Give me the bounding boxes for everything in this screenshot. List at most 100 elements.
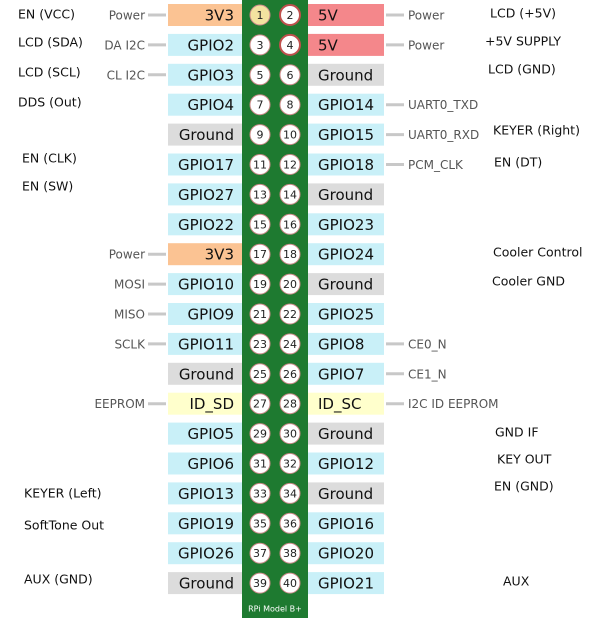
pin-function: DA I2C [104, 38, 145, 52]
pin [249, 273, 271, 295]
pin-label: GPIO11 [178, 335, 234, 353]
pin-function: I2C ID EEPROM [408, 397, 499, 411]
pin-number: 4 [287, 39, 294, 52]
pin-label-box [168, 422, 242, 445]
pin-label-box [308, 303, 384, 325]
pin [279, 333, 301, 355]
pin [279, 273, 301, 295]
pin-label: ID_SD [189, 395, 234, 414]
pin-label: 3V3 [205, 7, 234, 25]
pin [279, 303, 301, 325]
pin-label-box [168, 273, 242, 296]
pin-label: GPIO14 [318, 96, 374, 114]
pin-number: 3 [257, 39, 264, 52]
pin-number: 24 [283, 338, 297, 351]
pin-number: 19 [253, 278, 267, 291]
pin-function: MISO [114, 308, 145, 322]
pin-number: 31 [253, 458, 267, 471]
pin-label-box [308, 243, 384, 266]
note: LCD (+5V) [490, 6, 556, 21]
note: EN (VCC) [18, 7, 75, 22]
pin-label-box [308, 33, 384, 56]
pin-function: MOSI [114, 278, 145, 292]
pin-number: 14 [283, 188, 297, 201]
pin-number: 34 [283, 487, 297, 500]
pin-label-box [308, 482, 384, 505]
pin-label-box [308, 183, 384, 206]
pin-label: GPIO13 [178, 485, 234, 503]
pin-label-box [308, 4, 384, 26]
pin-label: GPIO19 [178, 515, 234, 533]
pin-function: SCLK [114, 337, 146, 351]
pin-label-box [168, 572, 242, 595]
pin-number: 22 [283, 308, 297, 321]
note: EN (CLK) [22, 151, 77, 166]
pin-label-box [308, 63, 384, 86]
pin-label-box [308, 542, 384, 565]
pin-label: GPIO22 [178, 216, 234, 234]
note: LCD (GND) [488, 62, 556, 77]
pin-label-box [168, 542, 242, 565]
pin-label: GPIO12 [318, 455, 374, 473]
pin-number: 16 [283, 218, 297, 231]
pin-label-box [168, 482, 242, 505]
pin-label: GPIO23 [318, 216, 374, 234]
note: DDS (Out) [18, 95, 82, 110]
pin-label-box [168, 93, 242, 116]
pin-number: 13 [253, 188, 267, 201]
pin-number: 21 [253, 308, 267, 321]
note: GND IF [495, 425, 539, 440]
pin [279, 393, 301, 415]
pin-label-box [168, 213, 242, 236]
pin [249, 183, 271, 205]
note: LCD (SDA) [18, 35, 83, 50]
pin [249, 572, 271, 594]
pin-label-box [168, 123, 242, 146]
pin-label: Ground [179, 126, 234, 144]
note: KEY OUT [497, 452, 552, 467]
pin [279, 453, 301, 474]
pin [279, 94, 301, 116]
pin-number: 2 [287, 9, 294, 22]
pin-number: 33 [253, 487, 267, 500]
pin-function: Power [109, 9, 145, 23]
pin-label-box [308, 362, 384, 385]
pin-label: GPIO5 [188, 425, 234, 443]
pin-label: GPIO3 [188, 66, 234, 84]
pin-label-box [308, 93, 384, 116]
pin-label: Ground [318, 485, 373, 503]
pin [279, 363, 301, 385]
pin [249, 393, 271, 415]
pin-function: PCM_CLK [408, 158, 464, 172]
pin-label: Ground [318, 425, 373, 443]
pin-label-box [168, 63, 242, 86]
pin [279, 183, 301, 205]
pin-number: 32 [283, 458, 297, 471]
pin-function: UART0_TXD [408, 98, 478, 112]
pin-label-box [168, 392, 242, 415]
pin [249, 512, 271, 534]
pin-number: 27 [253, 398, 267, 411]
pin-number: 1 [257, 9, 264, 22]
pin-label: Ground [318, 66, 373, 84]
note: AUX (GND) [24, 572, 93, 587]
pin-function: Power [408, 38, 444, 52]
pin [249, 542, 271, 564]
pin-label-box [168, 4, 242, 26]
pin-number: 25 [253, 368, 267, 381]
pin [279, 124, 301, 146]
pin-number: 36 [283, 517, 297, 530]
pin-label: GPIO17 [178, 156, 234, 174]
pin-function: EEPROM [94, 397, 145, 411]
note: EN (DT) [494, 155, 542, 170]
note: KEYER (Right) [493, 123, 580, 138]
pin-label-box [308, 392, 384, 415]
pin [249, 213, 271, 235]
pin-number: 26 [283, 368, 297, 381]
pin-number: 39 [253, 577, 267, 590]
note: EN (GND) [494, 479, 554, 494]
pin-label: GPIO24 [318, 246, 374, 264]
pin-label: GPIO25 [318, 306, 374, 324]
pin-label: GPIO8 [318, 335, 364, 353]
